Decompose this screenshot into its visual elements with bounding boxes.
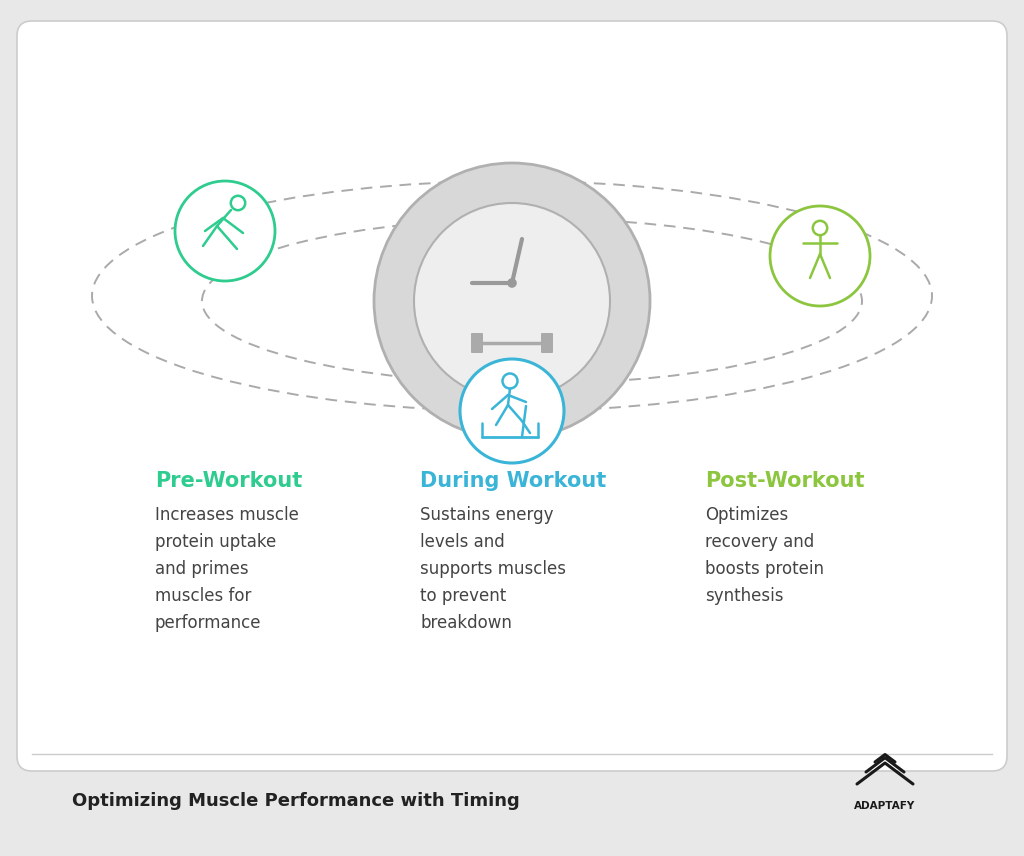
Circle shape bbox=[414, 203, 610, 399]
Text: Optimizing Muscle Performance with Timing: Optimizing Muscle Performance with Timin… bbox=[72, 792, 520, 810]
Text: Pre-Workout: Pre-Workout bbox=[155, 471, 302, 491]
Circle shape bbox=[374, 163, 650, 439]
Text: Post-Workout: Post-Workout bbox=[705, 471, 864, 491]
Circle shape bbox=[770, 206, 870, 306]
Text: Increases muscle
protein uptake
and primes
muscles for
performance: Increases muscle protein uptake and prim… bbox=[155, 506, 299, 633]
FancyBboxPatch shape bbox=[471, 333, 483, 353]
Circle shape bbox=[175, 181, 275, 281]
FancyBboxPatch shape bbox=[541, 333, 553, 353]
Text: Sustains energy
levels and
supports muscles
to prevent
breakdown: Sustains energy levels and supports musc… bbox=[420, 506, 566, 633]
Text: ADAPTAFY: ADAPTAFY bbox=[854, 801, 915, 811]
Text: During Workout: During Workout bbox=[420, 471, 606, 491]
Circle shape bbox=[460, 359, 564, 463]
Circle shape bbox=[507, 278, 517, 288]
Text: Optimizes
recovery and
boosts protein
synthesis: Optimizes recovery and boosts protein sy… bbox=[705, 506, 824, 605]
FancyBboxPatch shape bbox=[17, 21, 1007, 771]
